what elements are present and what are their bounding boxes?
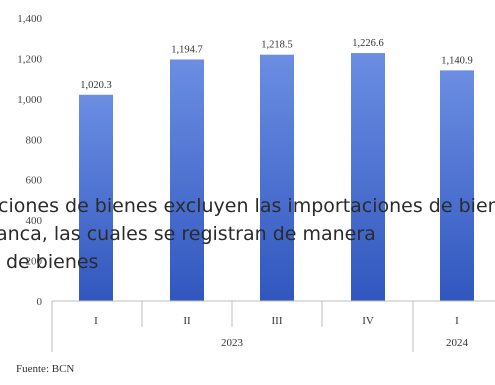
y-tick-label: 400: [26, 215, 43, 227]
bar: [351, 53, 385, 301]
bar: [170, 59, 204, 302]
x-category-label: III: [272, 315, 283, 327]
x-category-label: I: [455, 315, 459, 327]
data-label: 1,140.9: [441, 55, 473, 66]
data-label: 1,226.6: [352, 38, 384, 49]
x-category-label: IV: [362, 315, 374, 327]
bar: [260, 54, 294, 301]
source-note: Fuente: BCN: [16, 363, 75, 375]
bar: [79, 94, 113, 302]
data-label: 1,218.5: [261, 40, 293, 51]
y-tick-label: 800: [26, 134, 43, 146]
x-category-label: I: [94, 315, 98, 327]
data-label: 1,020.3: [80, 80, 112, 91]
x-group-label: 2024: [446, 337, 469, 349]
x-category-label: II: [183, 315, 191, 327]
y-tick-label: 1,400: [17, 13, 42, 25]
y-tick-label: 1,000: [17, 94, 42, 106]
y-tick-label: 1,200: [17, 53, 42, 65]
data-label: 1,194.7: [171, 44, 203, 55]
bar: [440, 70, 474, 301]
data-labels: 1,020.3 1,194.7 1,218.5 1,226.6 1,140.9: [80, 38, 473, 91]
y-axis-ticks: 0 200 400 600 800 1,000 1,200 1,400: [17, 13, 42, 308]
bars: [79, 53, 474, 302]
x-group-label: 2023: [221, 337, 244, 349]
y-tick-label: 600: [26, 175, 43, 187]
y-tick-label: 0: [37, 296, 43, 308]
y-tick-label: 200: [26, 256, 43, 268]
